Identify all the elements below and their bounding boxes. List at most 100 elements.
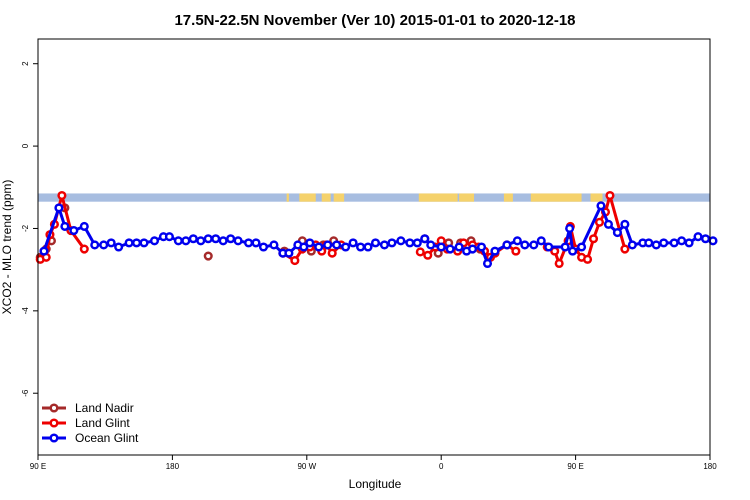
- ocean-band: [38, 193, 710, 202]
- data-point: [554, 258, 564, 269]
- data-point: [412, 238, 422, 248]
- data-point: [370, 238, 381, 248]
- data-point: [149, 236, 160, 246]
- data-point: [415, 247, 425, 257]
- data-point: [684, 238, 694, 248]
- data-point: [79, 244, 89, 254]
- data-point: [490, 246, 500, 256]
- data-point: [482, 258, 493, 269]
- data-point: [379, 240, 390, 250]
- legend-item: Ocean Glint: [42, 431, 139, 445]
- data-point: [211, 234, 221, 244]
- data-point: [708, 236, 718, 246]
- y-axis: 2 0 -2 -4 -6: [21, 61, 38, 397]
- data-point: [90, 240, 100, 250]
- data-point: [387, 238, 397, 248]
- data-point: [79, 221, 89, 231]
- data-point: [700, 234, 711, 244]
- data-point: [476, 242, 487, 252]
- land-band-segment: [333, 193, 345, 202]
- data-point: [348, 238, 358, 248]
- legend-item: Land Glint: [42, 416, 130, 430]
- data-point: [620, 219, 630, 229]
- legend-item: Land Nadir: [42, 401, 134, 415]
- land-band-segment: [503, 193, 513, 202]
- data-point: [502, 240, 512, 250]
- x-tick-label: 180: [703, 462, 717, 471]
- land-ocean-band: [38, 193, 710, 202]
- data-point: [677, 236, 687, 246]
- data-point: [196, 236, 206, 246]
- data-point: [426, 240, 436, 250]
- x-axis: 90 E 180 90 W 0 90 E 180: [30, 455, 717, 471]
- data-point: [60, 221, 70, 231]
- data-point: [269, 240, 279, 250]
- x-tick-label: 90 E: [567, 462, 583, 471]
- data-point: [188, 234, 198, 244]
- data-point: [284, 248, 294, 258]
- data-point: [396, 236, 406, 246]
- data-point: [577, 242, 587, 252]
- data-point: [423, 250, 433, 260]
- y-tick-label: -4: [21, 307, 30, 315]
- data-point: [445, 244, 455, 254]
- data-point: [627, 240, 637, 250]
- data-point: [164, 232, 174, 242]
- data-point: [454, 242, 464, 252]
- data-point: [511, 246, 521, 256]
- data-point: [39, 246, 49, 256]
- data-point: [99, 240, 109, 250]
- x-tick-label: 180: [166, 462, 180, 471]
- land-band-segment: [590, 193, 603, 202]
- data-point: [258, 242, 269, 252]
- data-point: [57, 190, 67, 201]
- data-point: [251, 238, 261, 248]
- data-point: [605, 190, 615, 201]
- data-point: [644, 238, 654, 248]
- data-point: [173, 236, 183, 246]
- data-point: [594, 217, 605, 227]
- data-point: [114, 242, 124, 252]
- plot-area-frame: [37, 38, 711, 456]
- data-point: [560, 242, 570, 252]
- x-tick-label: 90 W: [297, 462, 316, 471]
- data-point: [341, 242, 351, 252]
- data-point: [106, 238, 116, 248]
- land-band-segment: [530, 193, 582, 202]
- data-point: [314, 242, 324, 252]
- land-band-segment: [286, 193, 289, 202]
- data-point: [544, 242, 554, 252]
- data-point: [669, 238, 679, 248]
- legend-swatch-marker: [49, 433, 59, 443]
- data-point: [290, 256, 300, 266]
- series-ocean-glint: [39, 201, 718, 269]
- legend-label: Ocean Glint: [75, 431, 139, 445]
- data-point: [596, 201, 606, 211]
- data-point: [218, 236, 228, 246]
- data-point: [139, 238, 149, 248]
- data-point: [132, 238, 142, 248]
- data-point: [226, 234, 236, 244]
- data-point: [405, 238, 415, 248]
- data-point: [203, 234, 213, 244]
- data-point: [305, 238, 315, 248]
- data-point: [124, 238, 134, 248]
- legend-label: Land Glint: [75, 416, 130, 430]
- data-point: [536, 236, 546, 246]
- data-point: [582, 254, 593, 264]
- data-point: [529, 240, 539, 250]
- legend-swatch-marker: [49, 418, 59, 428]
- data-point: [612, 228, 622, 238]
- data-point: [299, 242, 309, 252]
- legend-swatch-marker: [49, 403, 59, 413]
- series-land-glint: [35, 190, 630, 269]
- data-point: [233, 236, 243, 246]
- data-point: [69, 225, 79, 236]
- x-tick-label: 90 E: [30, 462, 46, 471]
- y-tick-label: 2: [21, 61, 30, 66]
- y-axis-label: XCO2 - MLO trend (ppm): [0, 180, 14, 315]
- data-point: [363, 242, 373, 252]
- data-point: [244, 238, 254, 248]
- x-tick-label: 0: [439, 462, 444, 471]
